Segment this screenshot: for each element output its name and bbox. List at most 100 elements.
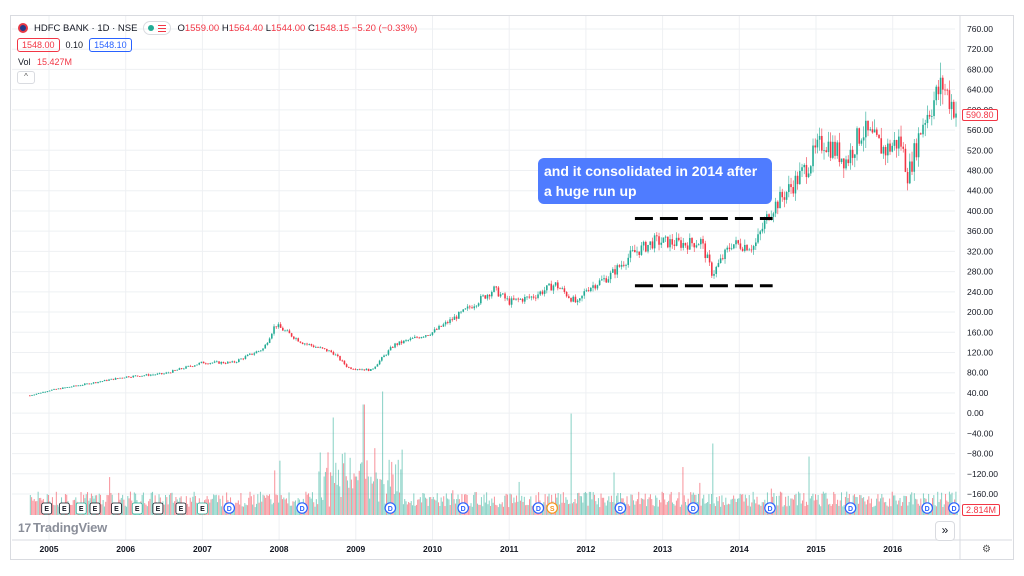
volume-bar bbox=[877, 494, 879, 515]
candle-body bbox=[339, 356, 341, 361]
volume-bar bbox=[899, 497, 901, 515]
volume-bar bbox=[653, 506, 655, 515]
tradingview-logo[interactable]: 17 TradingView bbox=[18, 520, 107, 535]
candle-body bbox=[326, 348, 328, 352]
candle-body bbox=[145, 374, 148, 376]
candle-body bbox=[631, 250, 634, 251]
volume-bar bbox=[627, 504, 629, 515]
collapse-legend-button[interactable]: ^ bbox=[17, 71, 35, 84]
volume-bar bbox=[483, 494, 485, 515]
candle-body bbox=[387, 350, 390, 355]
volume-bar bbox=[864, 501, 866, 515]
candle-body bbox=[796, 175, 799, 185]
volume-bar bbox=[391, 461, 393, 515]
volume-bar bbox=[366, 460, 368, 515]
volume-bar bbox=[219, 498, 221, 515]
x-tick-label: 2010 bbox=[423, 544, 442, 554]
ask-price-button[interactable]: 1548.10 bbox=[89, 38, 132, 52]
y-tick-label: −40.00 bbox=[967, 428, 994, 438]
candle-body bbox=[869, 129, 872, 131]
candle-body bbox=[541, 291, 544, 294]
candle-body bbox=[867, 120, 869, 131]
candle-body bbox=[183, 368, 185, 370]
candle-body bbox=[147, 374, 150, 376]
y-tick-label: 640.00 bbox=[967, 85, 993, 95]
candle-body bbox=[282, 327, 284, 331]
candle-body bbox=[673, 244, 676, 246]
volume-bar bbox=[356, 476, 358, 515]
candle-body bbox=[249, 353, 251, 355]
volume-bar bbox=[566, 499, 568, 515]
volume-bar bbox=[310, 498, 312, 515]
volume-bar bbox=[869, 503, 871, 515]
volume-bar bbox=[38, 498, 40, 515]
volume-bar bbox=[587, 505, 589, 515]
ohlc-values: O1559.00 H1564.40 L1544.00 C1548.15 −5.2… bbox=[177, 23, 417, 34]
dividend-marker bbox=[384, 502, 397, 514]
gear-icon[interactable]: ⚙ bbox=[982, 544, 991, 555]
volume-bar bbox=[677, 498, 679, 515]
candle-body bbox=[660, 242, 663, 245]
candle-body bbox=[436, 329, 438, 331]
volume-bar bbox=[401, 449, 403, 515]
volume-bar bbox=[518, 481, 520, 515]
volume-bar bbox=[145, 504, 147, 515]
candle-body bbox=[99, 381, 102, 383]
candle-body bbox=[913, 143, 916, 172]
volume-bar bbox=[40, 497, 42, 515]
candle-body bbox=[161, 373, 163, 375]
volume-bar bbox=[939, 499, 941, 515]
candle-body bbox=[306, 343, 308, 345]
volume-bar bbox=[835, 504, 837, 515]
symbol-title[interactable]: HDFC BANK · 1D · NSE bbox=[34, 22, 138, 34]
volume-bar bbox=[344, 452, 346, 515]
candle-body bbox=[51, 389, 53, 391]
volume-bar bbox=[235, 502, 237, 515]
volume-bar bbox=[882, 497, 884, 515]
volume-bar bbox=[868, 496, 870, 515]
candle-body bbox=[942, 77, 944, 90]
volume-bar bbox=[233, 506, 235, 515]
bid-price-button[interactable]: 1548.00 bbox=[17, 38, 60, 52]
volume-bar bbox=[701, 498, 703, 515]
volume-bar bbox=[57, 504, 59, 515]
volume-bar bbox=[354, 476, 356, 515]
candle-body bbox=[101, 381, 104, 382]
volume-bar bbox=[457, 494, 459, 515]
volume-bar bbox=[409, 503, 411, 515]
volume-bar bbox=[51, 497, 53, 515]
candle-body bbox=[686, 245, 689, 250]
event-marker-label: E bbox=[62, 506, 67, 513]
candle-body bbox=[590, 287, 592, 292]
candle-body bbox=[585, 290, 588, 292]
y-tick-label: −80.00 bbox=[967, 449, 994, 459]
candle-body bbox=[788, 184, 790, 193]
volume-bar bbox=[191, 501, 193, 515]
volume-bar bbox=[289, 505, 291, 515]
y-tick-label: 280.00 bbox=[967, 267, 993, 277]
volume-bar bbox=[387, 480, 389, 515]
candle-body bbox=[878, 134, 880, 139]
volume-bar bbox=[107, 495, 109, 515]
dividend-marker bbox=[296, 502, 308, 514]
chart-annotation[interactable]: and it consolidated in 2014 after a huge… bbox=[538, 158, 772, 204]
candle-body bbox=[847, 159, 850, 164]
volume-bar bbox=[738, 498, 740, 515]
candle-body bbox=[471, 307, 473, 309]
scroll-to-realtime-button[interactable]: » bbox=[935, 521, 955, 541]
volume-bar bbox=[196, 502, 198, 515]
candle-body bbox=[123, 377, 126, 379]
candle-body bbox=[601, 279, 603, 281]
candle-body bbox=[557, 282, 559, 289]
candle-body bbox=[343, 360, 346, 365]
volume-bar bbox=[816, 499, 818, 515]
volume-bar bbox=[508, 507, 510, 515]
volume-bar bbox=[577, 493, 579, 515]
market-status-pill[interactable] bbox=[143, 21, 172, 35]
volume-bar bbox=[557, 493, 559, 515]
volume-bar bbox=[402, 504, 404, 515]
candle-body bbox=[35, 393, 38, 395]
candle-body bbox=[933, 100, 935, 117]
volume-bar bbox=[903, 495, 905, 515]
